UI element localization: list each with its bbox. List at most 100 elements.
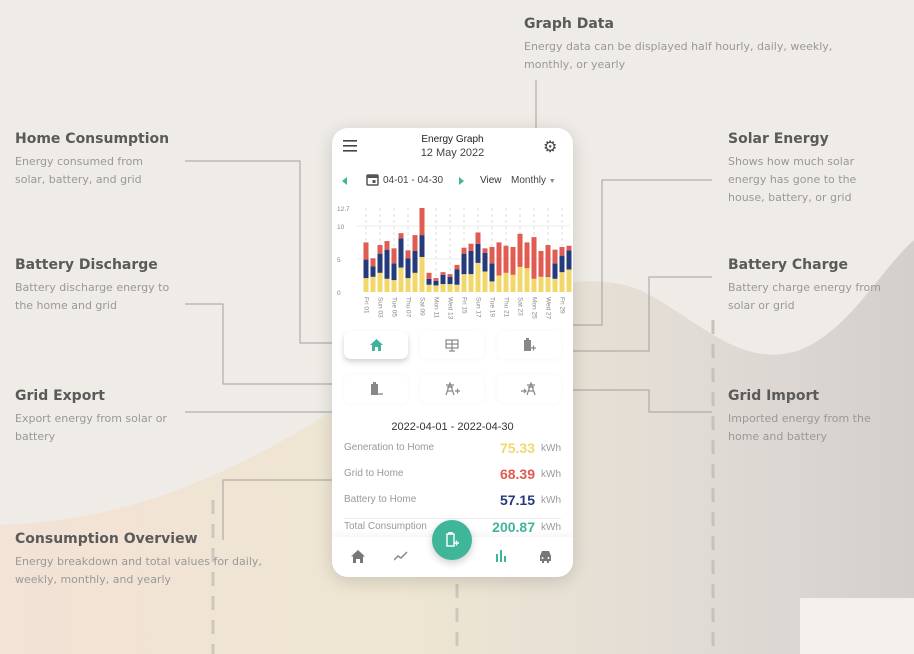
nav-home-icon[interactable] bbox=[351, 550, 365, 563]
x-tick-label: Sat 23 bbox=[517, 297, 524, 316]
next-period-icon[interactable] bbox=[459, 177, 464, 185]
y-tick-label: 12.7 bbox=[337, 206, 350, 213]
bar-segment bbox=[482, 252, 488, 272]
bar-segment bbox=[559, 255, 565, 273]
bar-segment bbox=[524, 242, 530, 269]
annotation-battery-discharge: Battery Discharge Battery discharge ener… bbox=[15, 257, 185, 315]
bar-segment bbox=[405, 258, 411, 279]
bar-segment bbox=[370, 266, 376, 277]
annotation-title: Battery Discharge bbox=[15, 257, 158, 273]
app-title: Energy Graph bbox=[421, 134, 484, 145]
bar-segment bbox=[566, 250, 572, 270]
bar-segment bbox=[454, 284, 460, 292]
chevron-down-icon: ▼ bbox=[548, 178, 556, 185]
tile-solar-energy[interactable] bbox=[420, 331, 484, 359]
bar-segment bbox=[545, 276, 551, 277]
row-unit: kWh bbox=[541, 469, 561, 480]
nav-car-icon[interactable] bbox=[538, 550, 553, 563]
row-unit: kWh bbox=[541, 443, 561, 454]
annotation-battery-charge: Battery Charge Battery charge energy fro… bbox=[728, 257, 898, 315]
bar-segment bbox=[559, 247, 565, 256]
annotation-title: Grid Export bbox=[15, 388, 105, 404]
bar-segment bbox=[426, 272, 432, 279]
bar-segment bbox=[370, 276, 376, 292]
bar-segment bbox=[440, 284, 446, 292]
date-range[interactable]: 04-01 - 04-30 bbox=[383, 175, 444, 186]
annotation-desc: Battery discharge energy to the home and… bbox=[15, 281, 170, 312]
annotation-desc: Shows how much solar energy has gone to … bbox=[728, 155, 857, 204]
bar-segment bbox=[475, 243, 481, 263]
nav-bar-chart-icon[interactable] bbox=[495, 550, 507, 562]
x-tick-label: Tue 19 bbox=[489, 297, 496, 317]
tile-battery-discharge[interactable] bbox=[344, 375, 408, 403]
bar-segment bbox=[370, 258, 376, 267]
bar-segment bbox=[552, 263, 558, 279]
annotation-title: Home Consumption bbox=[15, 131, 170, 147]
x-tick-label: Sun 03 bbox=[377, 297, 384, 318]
annotation-title: Grid Import bbox=[728, 388, 820, 404]
nav-trend-icon[interactable] bbox=[394, 551, 408, 561]
bar-segment bbox=[503, 245, 509, 273]
bar-segment bbox=[545, 276, 551, 292]
charge-fab-button[interactable] bbox=[432, 520, 472, 560]
bar-segment bbox=[566, 245, 572, 251]
bar-segment bbox=[398, 238, 404, 268]
annotation-grid-export: Grid Export Export energy from solar or … bbox=[15, 388, 185, 446]
view-select[interactable]: Monthly ▼ bbox=[511, 175, 556, 186]
bar-segment bbox=[391, 263, 397, 281]
annotation-solar-energy: Solar Energy Shows how much solar energy… bbox=[728, 131, 888, 207]
x-tick-label: Thu 07 bbox=[405, 297, 412, 318]
tile-home-consumption[interactable] bbox=[344, 331, 408, 359]
bar-segment bbox=[440, 272, 446, 275]
prev-period-icon[interactable] bbox=[342, 177, 347, 185]
menu-icon[interactable] bbox=[343, 140, 357, 152]
bar-segment bbox=[398, 267, 404, 292]
bar-segment bbox=[363, 259, 369, 279]
energy-chart[interactable]: 0 5 10 12.7 Fri 01 Sun 03 Tue 05 Thu 07 Sat 09 Mo… bbox=[332, 198, 573, 328]
gear-icon[interactable]: ⚙ bbox=[543, 139, 558, 156]
bar-segment bbox=[510, 247, 516, 275]
row-label: Generation to Home bbox=[344, 442, 435, 453]
solar-panel-icon bbox=[445, 338, 459, 352]
bar-segment bbox=[433, 285, 439, 292]
bar-segment bbox=[503, 272, 509, 292]
summary-row: Battery to Home 57.15 kWh bbox=[344, 492, 561, 510]
calendar-icon[interactable] bbox=[366, 173, 379, 186]
bar-segment bbox=[412, 250, 418, 273]
x-tick-label: Sat 09 bbox=[419, 297, 426, 316]
bar-segment bbox=[377, 272, 383, 292]
annotation-title: Graph Data bbox=[524, 16, 614, 32]
bar-segment bbox=[482, 248, 488, 253]
bar-segment bbox=[468, 274, 474, 292]
annotation-desc: Imported energy from the home and batter… bbox=[728, 412, 871, 443]
annotation-home-consumption: Home Consumption Energy consumed from so… bbox=[15, 131, 175, 189]
bar-segment bbox=[384, 249, 390, 279]
summary-row: Total Consumption 200.87 kWh bbox=[344, 518, 561, 536]
bar-segment bbox=[468, 250, 474, 275]
annotation-desc: Energy consumed from solar, battery, and… bbox=[15, 155, 144, 186]
bar-segment bbox=[447, 276, 453, 285]
bar-segment bbox=[447, 284, 453, 292]
x-tick-label: Fri 15 bbox=[461, 297, 468, 314]
x-tick-label: Sun 17 bbox=[475, 297, 482, 318]
annotation-desc: Energy breakdown and total values for da… bbox=[15, 555, 262, 586]
row-value: 57.15 bbox=[499, 492, 535, 508]
annotation-desc: Export energy from solar or battery bbox=[15, 412, 167, 443]
bar-segment bbox=[489, 281, 495, 292]
y-tick-label: 5 bbox=[337, 257, 341, 264]
bar-segment bbox=[461, 274, 467, 292]
tile-grid-export[interactable] bbox=[420, 375, 484, 403]
tile-battery-charge[interactable] bbox=[497, 331, 561, 359]
annotation-title: Battery Charge bbox=[728, 257, 849, 273]
tile-grid-import[interactable] bbox=[497, 375, 561, 403]
annotation-desc: Energy data can be displayed half hourly… bbox=[524, 40, 833, 71]
bar-segment bbox=[419, 208, 425, 236]
x-tick-label: Fri 01 bbox=[363, 297, 370, 314]
row-value: 75.33 bbox=[499, 440, 535, 456]
x-tick-label: Mon 25 bbox=[531, 297, 538, 319]
home-icon bbox=[369, 339, 383, 351]
row-unit: kWh bbox=[541, 522, 561, 533]
bar-segment bbox=[398, 233, 404, 239]
bar-segment bbox=[566, 269, 572, 292]
bar-segment bbox=[363, 278, 369, 292]
